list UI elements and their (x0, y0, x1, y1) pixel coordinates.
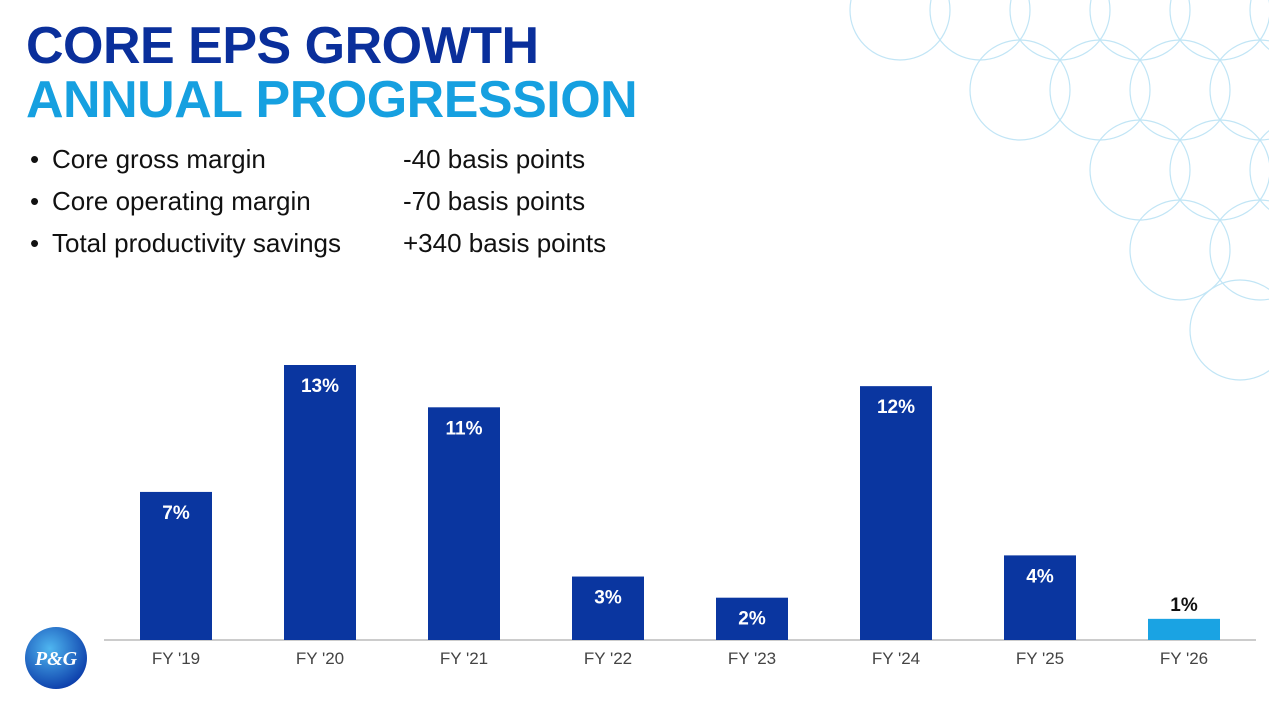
value-label: 13% (301, 376, 339, 397)
bar (1004, 555, 1076, 640)
value-label: 11% (446, 418, 483, 439)
value-label: 12% (877, 397, 915, 418)
logo-text: P&G (34, 648, 78, 670)
value-label: 4% (1026, 566, 1054, 587)
bullet-label: Total productivity savings (52, 228, 342, 258)
bar (284, 365, 356, 640)
value-label: 7% (162, 503, 190, 524)
x-tick-label: FY '26 (1160, 649, 1208, 668)
bar (860, 386, 932, 640)
bar (140, 491, 212, 640)
x-tick-label: FY '21 (440, 649, 488, 668)
bar (428, 407, 500, 640)
subtitle: ANNUAL PROGRESSION (26, 71, 638, 129)
x-tick-label: FY '24 (872, 649, 920, 668)
value-label: 1% (1170, 595, 1198, 616)
logo (25, 627, 87, 689)
bar (1148, 618, 1220, 640)
title: CORE EPS GROWTH (26, 17, 539, 75)
x-tick-label: FY '22 (584, 649, 632, 668)
bullet-value: -70 basis points (403, 186, 586, 216)
bullet-value: -40 basis points (403, 144, 586, 174)
bullet-label: Core operating margin (52, 186, 311, 216)
x-tick-label: FY '19 (152, 649, 200, 668)
bullet-value: +340 basis points (403, 228, 607, 258)
x-tick-label: FY '25 (1016, 649, 1064, 668)
value-label: 2% (738, 609, 766, 630)
bullet-label: Core gross margin (52, 144, 266, 174)
value-label: 3% (594, 588, 622, 609)
x-tick-label: FY '20 (296, 649, 344, 668)
bar (572, 576, 644, 640)
bar (716, 597, 788, 640)
x-tick-label: FY '23 (728, 649, 776, 668)
